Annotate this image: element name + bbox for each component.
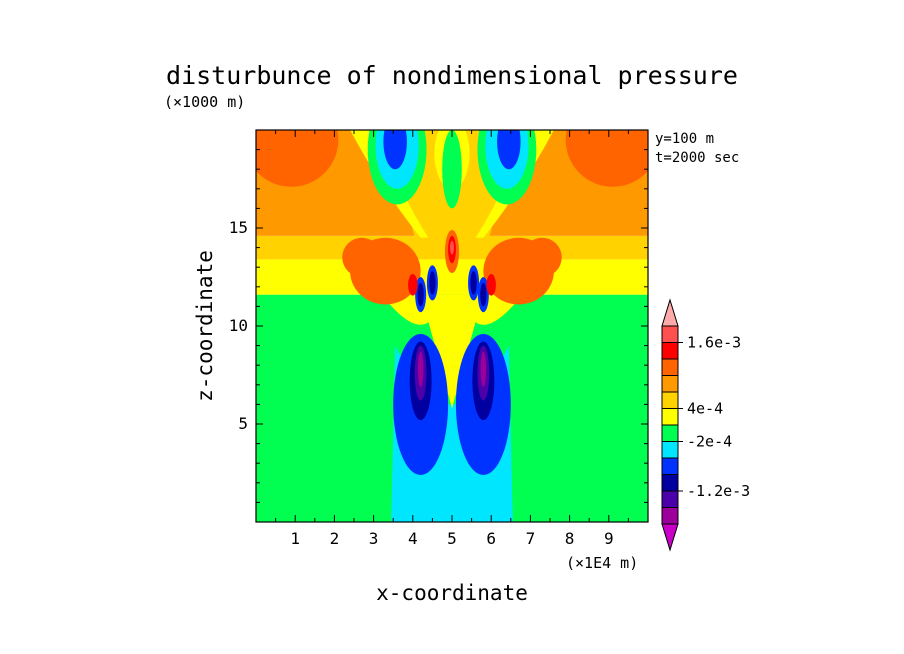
y-tick-label: 15 — [229, 218, 248, 237]
annotation-t: t=2000 sec — [655, 150, 739, 166]
colorbar-box — [661, 490, 679, 508]
x-tick-label: 1 — [290, 529, 300, 548]
x-tick-label: 7 — [526, 529, 536, 548]
colorbar-label: 1.6e-3 — [687, 334, 741, 352]
x-axis-label: x-coordinate — [376, 581, 528, 605]
colorbar-arrow-high — [661, 298, 679, 327]
x-tick-label: 9 — [604, 529, 614, 548]
contour-mid-red-left — [408, 274, 418, 296]
contour-blob-left-inner — [350, 237, 421, 305]
x-tick-label: 3 — [369, 529, 379, 548]
x-tick-label: 2 — [330, 529, 340, 548]
colorbar-box — [661, 358, 679, 376]
axis-ticks: 1 2 3 4 5 6 7 8 9 5 10 15 — [229, 129, 649, 548]
x-tick-label: 6 — [486, 529, 496, 548]
y-tick-label: 5 — [238, 414, 248, 433]
colorbar-box — [661, 457, 679, 475]
contour-center-green — [442, 130, 462, 209]
colorbar-box — [661, 424, 679, 442]
contour-upper-blue-right — [497, 130, 521, 170]
colorbar-box — [661, 342, 679, 360]
contour-mid-navy-0 — [429, 271, 436, 295]
contour-mid-red-right — [486, 274, 496, 296]
colorbar-box — [661, 375, 679, 393]
contour-blob-right-inner — [483, 237, 554, 305]
y-unit-label: (×1000 m) — [164, 93, 245, 111]
contour-lower-magenta-right — [480, 351, 487, 387]
contour-mid-navy-1 — [417, 282, 424, 307]
colorbar-label: -1.2e-3 — [687, 482, 750, 500]
x-tick-label: 5 — [447, 529, 457, 548]
contour-band-orange-dark — [256, 130, 339, 187]
annotation-y: y=100 m — [655, 131, 714, 147]
y-axis-label: z-coordinate — [193, 250, 217, 402]
contour-lower-magenta-left — [417, 351, 424, 387]
colorbar-box — [661, 441, 679, 459]
colorbar: 1.6e-3 4e-4 -2e-4 -1.2e-3 — [661, 298, 750, 552]
contour-band-orange-dark — [565, 130, 648, 187]
x-unit-label: (×1E4 m) — [566, 554, 638, 572]
colorbar-label: -2e-4 — [687, 433, 732, 451]
colorbar-box — [661, 507, 679, 525]
colorbar-box — [661, 474, 679, 492]
x-tick-label: 4 — [408, 529, 418, 548]
contour-mid-navy-3 — [480, 282, 487, 307]
colorbar-label: 4e-4 — [687, 400, 723, 418]
contour-upper-blue-left — [383, 130, 407, 170]
contour-yellow-tongue — [381, 294, 523, 409]
contour-center-pink — [450, 240, 454, 255]
y-tick-label: 10 — [229, 316, 248, 335]
colorbar-box — [661, 325, 679, 343]
x-tick-label: 8 — [565, 529, 575, 548]
chart-title: disturbunce of nondimensional pressure — [166, 61, 738, 90]
contour-mid-navy-2 — [470, 271, 477, 295]
colorbar-box — [661, 408, 679, 426]
colorbar-arrow-low — [661, 523, 679, 552]
colorbar-box — [661, 391, 679, 409]
contour-field — [256, 130, 648, 522]
